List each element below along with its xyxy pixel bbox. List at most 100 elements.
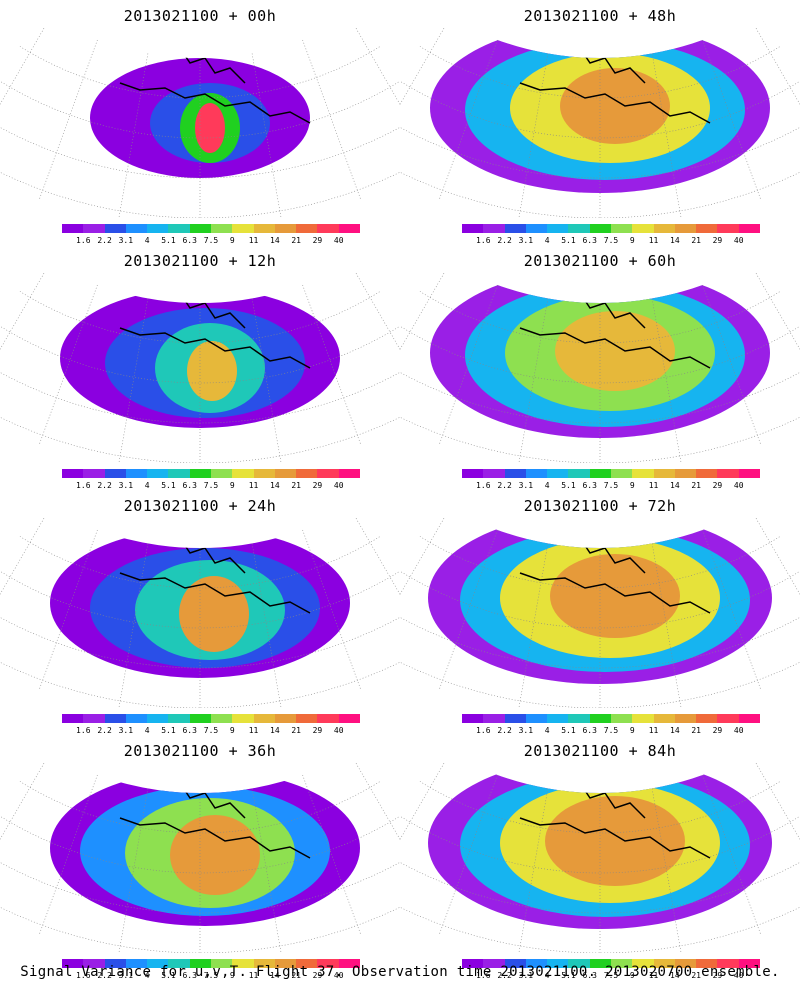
colorbar-swatch — [125, 469, 148, 478]
variance-map — [0, 28, 400, 218]
coastline — [519, 47, 711, 124]
colorbar-swatch — [717, 959, 739, 968]
colorbar-label: 9 — [229, 971, 235, 980]
colorbar-label: 21 — [291, 481, 301, 490]
colorbar-label: 9 — [629, 726, 635, 735]
colorbar-label: 40 — [333, 236, 344, 245]
colorbar-swatch — [547, 469, 569, 478]
colorbar-label: 21 — [691, 236, 701, 245]
variance-map — [400, 763, 800, 953]
colorbar-swatch — [168, 714, 190, 723]
colorbar-swatch — [274, 224, 297, 233]
colorbar-swatch — [210, 469, 233, 478]
colorbar-label: 29 — [712, 481, 723, 490]
colorbar-label: 29 — [712, 236, 723, 245]
colorbar-label: 4 — [144, 481, 150, 490]
colorbar-swatch — [83, 469, 105, 478]
colorbar-label: 4 — [544, 726, 550, 735]
colorbar-label: 4 — [544, 236, 550, 245]
colorbar-label: 7.5 — [603, 481, 619, 490]
colorbar-swatch — [632, 224, 654, 233]
colorbar-labels: 1.6 2.2 3.1 4 5.1 6.3 7.5 9 11 14 21 29 40 — [62, 726, 360, 736]
colorbar-swatch — [674, 714, 697, 723]
colorbar-label: 14 — [670, 481, 680, 490]
colorbar-swatch — [125, 224, 148, 233]
colorbar-label: 5.1 — [161, 971, 176, 980]
colorbar-swatch — [317, 469, 339, 478]
colorbar-swatch — [696, 714, 718, 723]
colorbar-swatch — [568, 959, 590, 968]
colorbar-label: 21 — [291, 726, 301, 735]
colorbar-label: 5.1 — [561, 726, 576, 735]
colorbar — [62, 469, 360, 478]
panel-title: 2013021100 + 36h — [123, 742, 277, 760]
colorbar-swatch — [62, 224, 84, 233]
colorbar-label: 6.3 — [182, 971, 197, 980]
colorbar-swatch — [653, 714, 675, 723]
colorbar-swatch — [483, 959, 505, 968]
colorbar-swatch — [232, 959, 254, 968]
colorbar-swatch — [317, 714, 339, 723]
colorbar-labels: 1.6 2.2 3.1 4 5.1 6.3 7.5 9 11 14 21 29 40 — [462, 236, 760, 246]
colorbar-swatch — [189, 959, 211, 968]
colorbar-label: 40 — [733, 726, 744, 735]
colorbar-label: 3.1 — [118, 236, 134, 245]
variance-map — [0, 273, 400, 463]
colorbar-label: 11 — [248, 481, 259, 490]
colorbar-swatch — [62, 469, 84, 478]
colorbar-labels: 1.6 2.2 3.1 4 5.1 6.3 7.5 9 11 14 21 29 40 — [62, 971, 360, 981]
colorbar-swatch — [738, 714, 760, 723]
forecast-panel: 2013021100 + 72h 1.6 2.2 3.1 4 5.1 6.3 7.5 9 11 14… — [400, 490, 800, 735]
colorbar-swatch — [632, 959, 654, 968]
colorbar-swatch — [168, 224, 190, 233]
colorbar-swatch — [462, 469, 484, 478]
colorbar-label: 7.5 — [603, 726, 619, 735]
colorbar-label: 3.1 — [518, 236, 534, 245]
colorbar-label: 1.6 — [76, 236, 91, 245]
colorbar-swatch — [274, 469, 297, 478]
colorbar-label: 14 — [270, 236, 280, 245]
colorbar-label: 9 — [629, 971, 635, 980]
forecast-panel: 2013021100 + 00h 1.6 2.2 3.1 4 5.1 6.3 7.5 9 11 14… — [0, 0, 400, 245]
colorbar-swatch — [504, 469, 526, 478]
panel-title: 2013021100 + 00h — [123, 7, 277, 25]
colorbar-label: 14 — [670, 236, 680, 245]
colorbar-swatch — [338, 959, 360, 968]
colorbar-swatch — [504, 959, 526, 968]
variance-contour — [560, 68, 670, 144]
colorbar-label: 11 — [648, 236, 659, 245]
colorbar-swatch — [104, 959, 126, 968]
forecast-panel: 2013021100 + 60h 1.6 2.2 3.1 4 5.1 6.3 7.5 9 11 14… — [400, 245, 800, 490]
coastline — [119, 782, 311, 859]
colorbar-swatch — [83, 224, 105, 233]
colorbar-swatch — [147, 224, 169, 233]
colorbar — [462, 224, 760, 233]
colorbar-label: 2.2 — [97, 481, 112, 490]
colorbar-swatch — [168, 959, 190, 968]
colorbar-label: 7.5 — [203, 481, 219, 490]
colorbar-swatch — [168, 469, 190, 478]
colorbar-label: 7.5 — [603, 236, 619, 245]
colorbar-label: 3.1 — [118, 481, 134, 490]
colorbar-swatch — [62, 959, 84, 968]
colorbar-swatch — [62, 714, 84, 723]
colorbar-swatch — [738, 959, 760, 968]
colorbar-swatch — [589, 959, 611, 968]
colorbar-swatch — [104, 469, 126, 478]
colorbar-swatch — [653, 959, 675, 968]
colorbar-swatch — [610, 224, 633, 233]
colorbar-label: 40 — [733, 971, 744, 980]
colorbar-swatch — [296, 714, 318, 723]
colorbar-label: 1.6 — [76, 481, 91, 490]
colorbar-label: 4 — [144, 236, 150, 245]
forecast-panel: 2013021100 + 36h 1.6 2.2 3.1 4 5.1 6.3 7.5 9 11 14… — [0, 735, 400, 980]
colorbar-label: 40 — [333, 481, 344, 490]
colorbar-swatch — [83, 714, 105, 723]
colorbar — [462, 959, 760, 968]
colorbar-swatch — [483, 469, 505, 478]
colorbar-swatch — [210, 714, 233, 723]
colorbar-label: 9 — [229, 236, 235, 245]
colorbar-label: 5.1 — [561, 481, 576, 490]
colorbar-label: 40 — [333, 726, 344, 735]
colorbar-swatch — [232, 224, 254, 233]
